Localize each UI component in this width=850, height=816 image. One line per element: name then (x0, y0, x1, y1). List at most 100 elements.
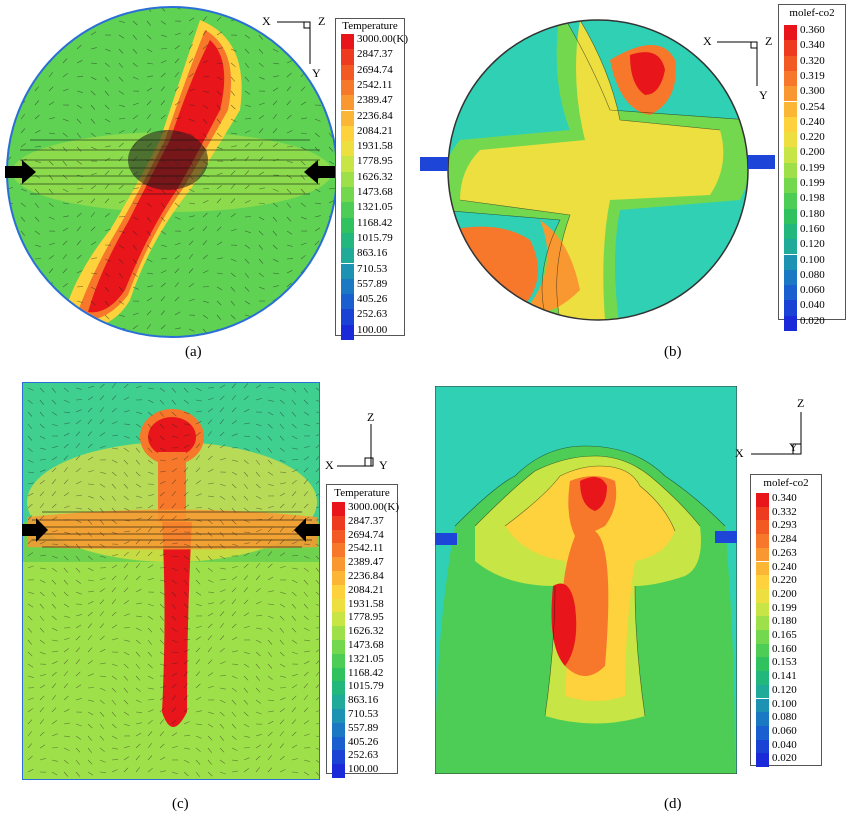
legend-swatch (784, 285, 797, 301)
legend-label: 0.080 (800, 268, 825, 281)
legend-title: molef-co2 (789, 7, 835, 19)
legend-label: 0.060 (800, 284, 825, 297)
legend-label: 0.120 (800, 238, 825, 251)
legend-swatch (332, 612, 345, 627)
axis-x-label: X (325, 458, 334, 472)
legend-label: 0.020 (800, 314, 825, 327)
legend-swatch (332, 722, 345, 737)
legend-swatch (784, 193, 797, 209)
legend-label: 710.53 (348, 708, 379, 720)
legend-swatch (332, 502, 345, 516)
legend-swatch (341, 248, 354, 264)
legend-swatch (332, 515, 345, 530)
legend-label: 0.100 (772, 697, 797, 710)
legend-swatch (756, 698, 769, 713)
axis-x-label: X (735, 446, 744, 460)
legend-row: 0.180 (779, 208, 845, 224)
legend-label: 0.100 (800, 253, 825, 266)
legend-label: 0.080 (772, 711, 797, 724)
legend-label: 1626.32 (348, 625, 384, 638)
legend-swatch (341, 125, 354, 142)
legend-row: 0.040 (779, 300, 845, 316)
legend-row: 0.284 (751, 534, 821, 548)
legend-row: 0.180 (751, 616, 821, 630)
legend-swatch (784, 269, 797, 286)
legend-row: 0.340 (779, 39, 845, 56)
panel-d-co2-field (435, 386, 737, 774)
legend-row: 2084.21 (327, 584, 397, 599)
legend-label: 2236.84 (348, 570, 384, 582)
legend-swatch (756, 684, 769, 699)
legend-label: 252.63 (348, 749, 379, 762)
axis-z-label: Z (367, 410, 375, 424)
legend-label: 100.00 (348, 763, 379, 776)
legend-label: 2389.47 (348, 556, 384, 569)
legend-swatch (784, 315, 797, 331)
legend-row: 0.198 (779, 192, 845, 209)
legend-swatch (784, 25, 797, 41)
panel-a-temperature-field (5, 6, 338, 338)
legend-swatch (756, 493, 769, 507)
legend-label: 1778.95 (348, 611, 384, 624)
legend-swatch (756, 561, 769, 576)
legend-label: 0.198 (800, 192, 825, 205)
legend-swatch (332, 598, 345, 613)
legend-label: 0.165 (772, 629, 797, 641)
legend-swatch (332, 626, 345, 640)
legend-swatch (756, 547, 769, 562)
axis-y-label: Y (379, 458, 388, 472)
legend-label: 0.263 (772, 546, 797, 559)
legend-swatch (332, 764, 345, 778)
axis-triad-b: X Z Y (703, 30, 778, 105)
legend-label: 0.284 (772, 533, 797, 546)
legend-swatch (341, 110, 354, 126)
legend-label: 863.16 (357, 247, 388, 260)
legend-label: 1321.05 (348, 652, 384, 665)
legend-row: 0.199 (751, 602, 821, 617)
legend-title: Temperature (342, 20, 398, 32)
legend-row: 100.00 (327, 764, 397, 778)
legend-row: 0.153 (751, 657, 821, 672)
injector-right-icon (715, 531, 737, 543)
legend-swatch (341, 49, 354, 65)
legend-row: 0.060 (779, 284, 845, 301)
injector-left-icon (435, 533, 457, 545)
legend-label: 1015.79 (348, 680, 384, 693)
legend-row: 0.100 (779, 253, 845, 270)
legend-label: 2847.37 (348, 514, 384, 527)
legend-label: 0.319 (800, 69, 825, 82)
legend-row: 1015.79 (327, 680, 397, 696)
legend-swatch (756, 602, 769, 617)
legend-swatch (756, 712, 769, 726)
legend-swatch (756, 643, 769, 658)
legend-swatch (784, 162, 797, 178)
legend-row: 2694.74 (336, 64, 404, 80)
legend-row: 0.160 (751, 643, 821, 658)
axis-y-label: Y (759, 88, 768, 102)
legend-label: 0.220 (772, 574, 797, 587)
legend-row: 2389.47 (336, 95, 404, 111)
axis-z-label: Z (797, 396, 805, 410)
legend-label: 100.00 (357, 323, 388, 336)
legend-swatch (341, 232, 354, 249)
caption-d: (d) (664, 796, 682, 812)
legend-row: 1015.79 (336, 232, 404, 249)
legend-swatch (756, 671, 769, 685)
legend-swatch (332, 584, 345, 599)
legend-swatch (756, 630, 769, 644)
legend-label: 0.180 (772, 615, 797, 628)
legend-swatch (784, 254, 797, 270)
legend-swatch (756, 616, 769, 630)
legend-label: 1473.68 (357, 186, 393, 198)
legend-swatch (332, 571, 345, 585)
legend-row: 2847.37 (336, 49, 404, 65)
legend-row: 1168.42 (327, 667, 397, 682)
legend-row: 0.320 (779, 54, 845, 71)
legend-row: 0.165 (751, 630, 821, 644)
legend-label: 0.340 (800, 39, 825, 52)
legend-label: 0.200 (800, 146, 825, 159)
legend-label: 1626.32 (357, 170, 393, 183)
legend-label: 0.320 (800, 54, 825, 67)
legend-swatch (784, 101, 797, 117)
legend-swatch (341, 187, 354, 203)
